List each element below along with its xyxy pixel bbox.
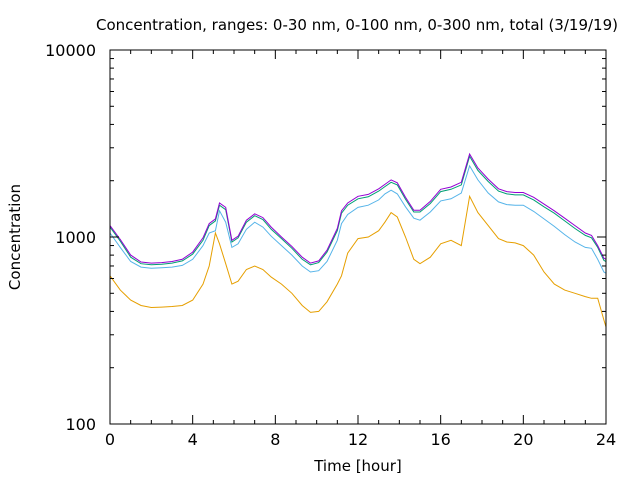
y-tick-label-10000: 10000 (45, 41, 96, 60)
series-layer (109, 152, 607, 328)
chart-title: Concentration, ranges: 0-30 nm, 0-100 nm… (96, 16, 618, 34)
x-tick-label-8: 8 (270, 430, 280, 449)
x-tick-label-20: 20 (513, 430, 533, 449)
ticks-layer: 0 4 8 12 16 20 24 100 1000 10000 (45, 41, 616, 449)
y-axis-label: Concentration (6, 184, 24, 290)
x-tick-label-0: 0 (105, 430, 115, 449)
x-tick-label-24: 24 (596, 430, 616, 449)
y-tick-label-100: 100 (65, 415, 96, 434)
y-tick-label-1000: 1000 (55, 228, 96, 247)
plot-frame (109, 49, 607, 425)
series-line-1 (109, 194, 607, 328)
x-axis-label: Time [hour] (313, 457, 402, 475)
x-tick-label-16: 16 (430, 430, 450, 449)
series-line-2 (109, 164, 607, 274)
x-tick-label-4: 4 (188, 430, 198, 449)
series-line-4 (109, 152, 607, 264)
x-tick-label-12: 12 (348, 430, 368, 449)
series-line-3 (109, 155, 607, 266)
